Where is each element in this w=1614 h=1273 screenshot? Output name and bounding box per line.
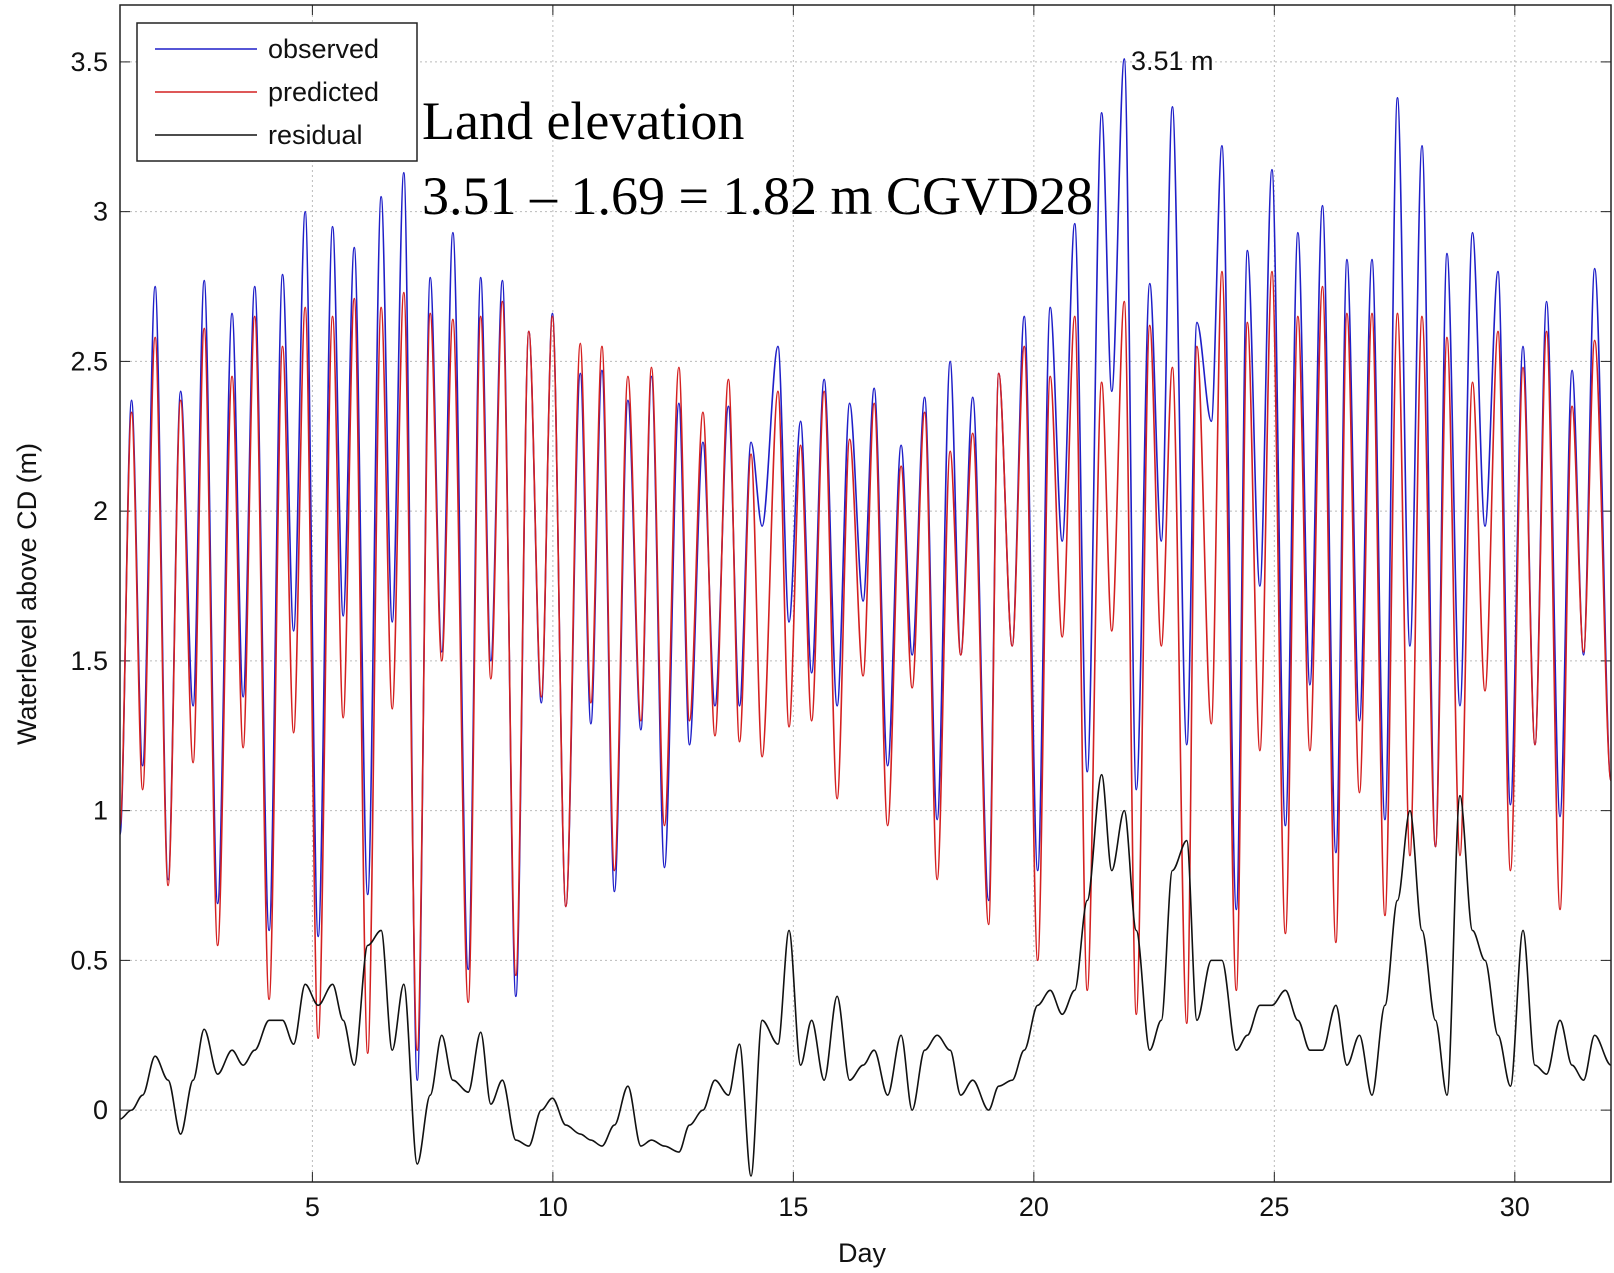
y-tick-label: 2 bbox=[93, 496, 108, 526]
y-tick-label: 0.5 bbox=[70, 945, 108, 975]
legend-label: observed bbox=[268, 34, 379, 64]
x-tick-label: 25 bbox=[1259, 1192, 1289, 1222]
y-tick-label: 3 bbox=[93, 197, 108, 227]
annotation: 3.51 – 1.69 = 1.82 m CGVD28 bbox=[422, 166, 1093, 226]
x-tick-label: 15 bbox=[778, 1192, 808, 1222]
x-tick-label: 20 bbox=[1019, 1192, 1049, 1222]
y-axis-label: Waterlevel above CD (m) bbox=[12, 443, 42, 745]
y-tick-label: 0 bbox=[93, 1095, 108, 1125]
y-tick-label: 1 bbox=[93, 796, 108, 826]
x-tick-label: 30 bbox=[1500, 1192, 1530, 1222]
data-line bbox=[119, 773, 1612, 1177]
plot-border bbox=[119, 4, 1612, 1183]
x-tick-label: 10 bbox=[538, 1192, 568, 1222]
legend-label: predicted bbox=[268, 77, 379, 107]
y-tick-label: 1.5 bbox=[70, 646, 108, 676]
plot-area bbox=[120, 5, 1611, 1182]
y-tick-label: 2.5 bbox=[70, 346, 108, 376]
annotation: 3.51 m bbox=[1131, 46, 1214, 76]
x-axis-label: Day bbox=[838, 1238, 887, 1268]
y-tick-label: 3.5 bbox=[70, 47, 108, 77]
data-line bbox=[119, 270, 1612, 1055]
legend-label: residual bbox=[268, 120, 363, 150]
annotation: Land elevation bbox=[422, 91, 744, 151]
data-line bbox=[119, 58, 1612, 1081]
legend: observed predicted residual bbox=[136, 22, 418, 162]
x-tick-label: 5 bbox=[305, 1192, 320, 1222]
